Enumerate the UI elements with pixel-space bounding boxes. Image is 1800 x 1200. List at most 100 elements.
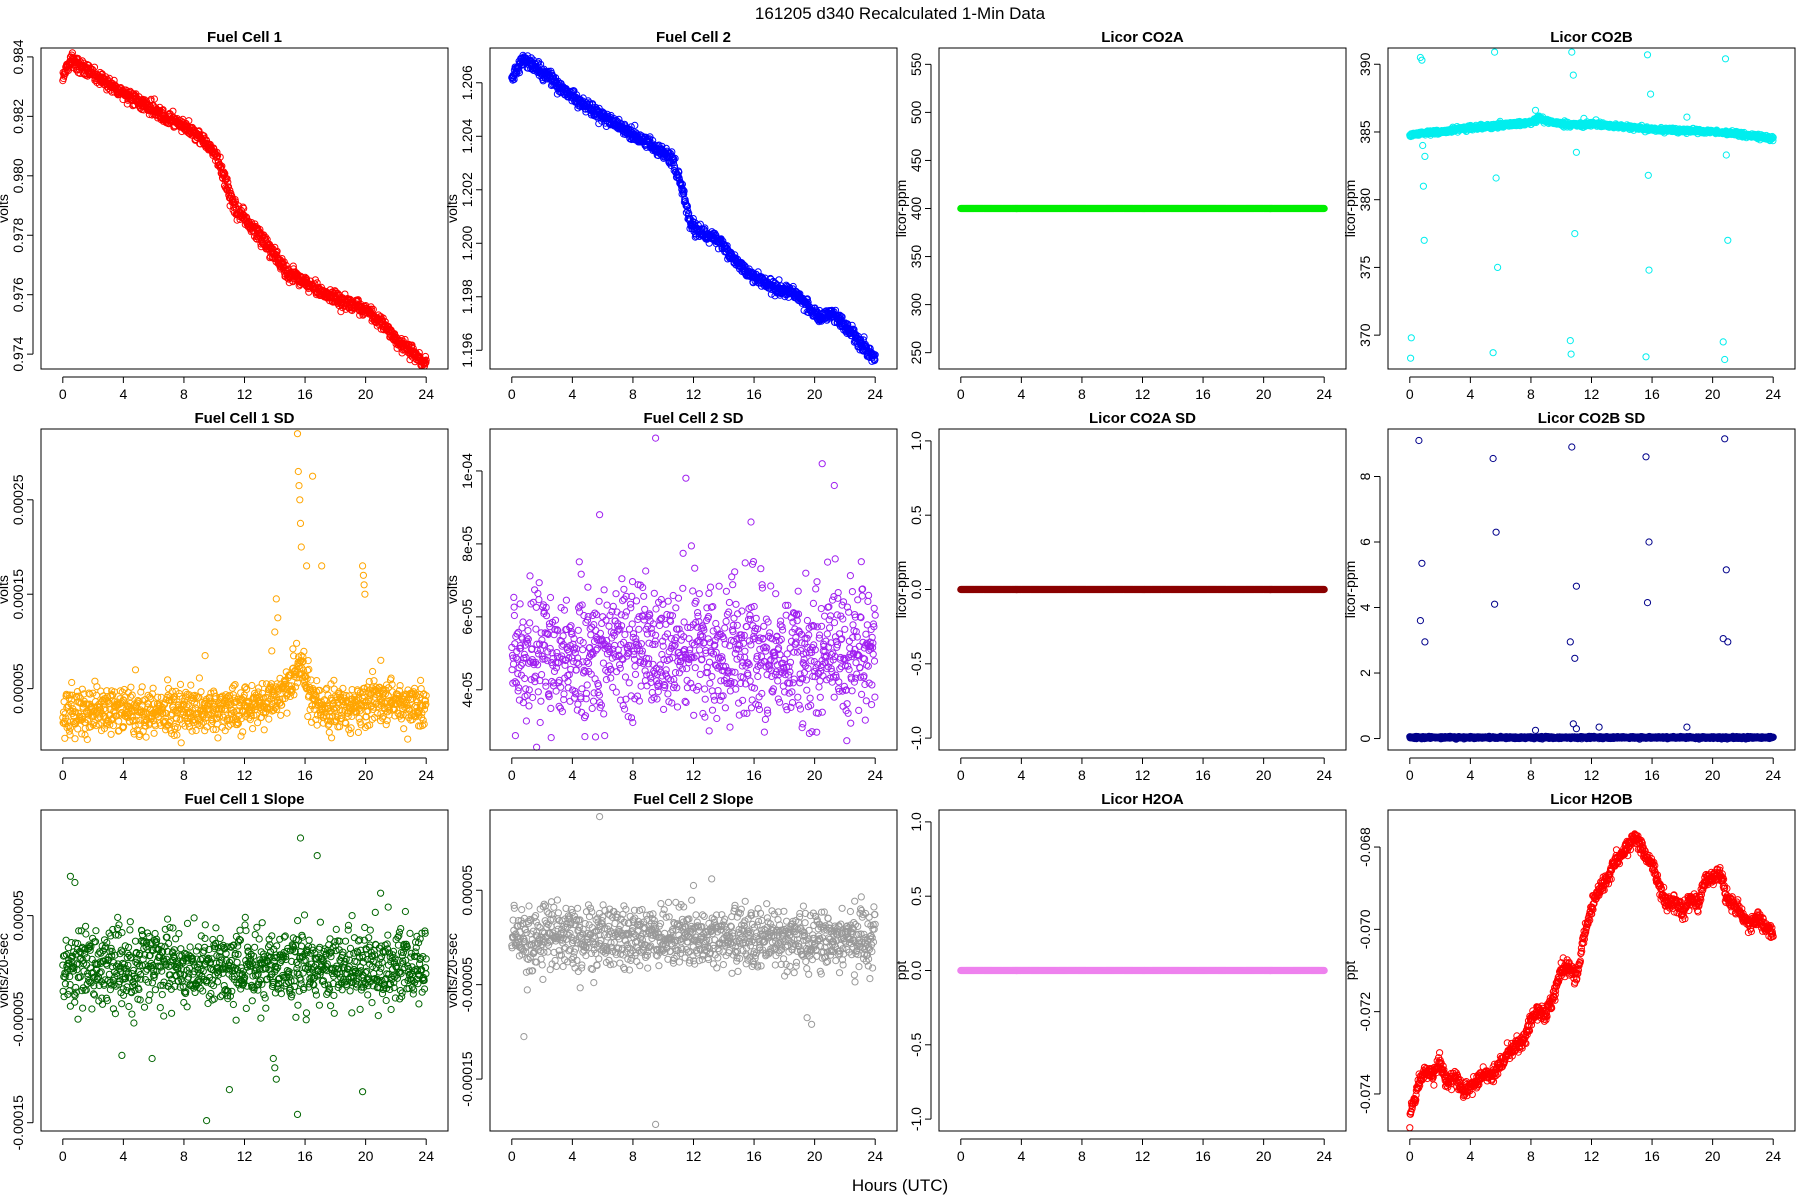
outlier-point [1531,106,1540,114]
data-point [283,709,291,717]
outlier-point [1719,338,1727,346]
data-point [109,722,118,730]
data-point [246,716,254,724]
y-axis-label: licor-ppm [1342,180,1358,238]
data-point [248,681,256,690]
x-tick-label: 20 [807,386,823,402]
outlier-point [1642,353,1650,361]
outlier-point [1722,151,1730,159]
y-tick-label: 0.984 [10,39,26,74]
panel-title: Licor CO2B [1550,29,1633,46]
data-point [216,153,224,161]
outlier-point [1721,355,1729,364]
data-point [90,63,99,71]
panel-0-frame [40,47,449,370]
y-tick-label: 450 [908,149,924,173]
data-point [71,735,79,743]
data-point [223,175,231,183]
data-point [265,715,273,723]
x-tick-label: 16 [297,386,313,402]
outlier-point [1407,354,1415,362]
outlier-point [1643,51,1652,59]
x-tick-label: 16 [1195,386,1211,402]
panel-3-frame [1387,47,1796,370]
data-point [164,676,172,684]
y-tick-label: 1.206 [459,65,475,100]
x-tick-label: 0 [957,386,965,402]
panel-0-points [59,49,430,370]
outlier-point [1571,230,1579,238]
data-point [185,117,193,125]
y-tick-label: 0.976 [10,277,26,312]
x-tick-label: 24 [418,386,434,402]
y-tick-label: 400 [908,197,924,221]
outlier-point [1724,236,1732,244]
outlier-point [1407,334,1415,342]
data-point [213,148,221,156]
data-point [289,645,297,653]
outlier-point [1566,337,1574,345]
x-tick-label: 4 [568,386,576,402]
data-point [68,678,76,687]
panel-grid: Fuel Cell 1 0 4 8 12 16 20 24 0.974 0.976 0.978 0.9… [0,29,1796,1164]
panel-2-points [957,204,1328,213]
y-tick-label: 350 [908,245,924,269]
data-point [187,681,195,689]
x-tick-label: 8 [180,386,188,402]
y-axis-label: licor-ppm [893,180,909,238]
outlier-point [1683,113,1691,121]
x-tick-label: 8 [1078,386,1086,402]
outlier-point [1489,349,1497,357]
x-tick-label: 20 [358,386,374,402]
panel-1: Fuel Cell 20 4 8 12 16 20 241.1961.1981.2001.2… [444,29,898,402]
outlier-point [1644,171,1652,179]
y-tick-label: 1.204 [459,119,475,154]
data-point [214,734,222,742]
y-tick-label: 370 [1357,323,1373,347]
outlier-point [1647,90,1655,98]
y-tick-label: 300 [908,293,924,317]
data-point [142,733,150,741]
y-axis-label: volts [444,194,460,223]
y-tick-label: 250 [908,341,924,365]
x-tick-label: 24 [1316,386,1332,402]
outlier-point [1568,48,1576,56]
panel-1-points [508,51,879,365]
outlier-point [1569,71,1577,79]
data-point [260,726,268,734]
panel-title: Licor CO2A [1101,29,1184,46]
x-tick-label: 8 [629,386,637,402]
y-tick-label: 1.196 [459,333,475,368]
outlier-point [1491,48,1499,56]
data-point [107,730,115,738]
outlier-point [1572,148,1581,156]
data-point [195,674,203,682]
x-tick-label: 20 [1705,386,1721,402]
panel-title: Fuel Cell 1 [207,29,282,46]
y-tick-label: 0.980 [10,158,26,193]
y-tick-label: 0.978 [10,218,26,253]
x-tick-label: 4 [1466,386,1474,402]
data-point [115,717,123,725]
y-tick-label: 0.974 [10,336,26,371]
outlier-point [1494,263,1502,271]
x-tick-label: 24 [1765,386,1781,402]
y-tick-label: 380 [1357,188,1373,212]
data-point [631,121,639,130]
x-tick-label: 4 [1017,386,1025,402]
x-tick-label: 12 [686,386,702,402]
x-tick-label: 12 [1135,386,1151,402]
outlier-point [1421,152,1429,160]
x-tick-label: 24 [867,386,883,402]
outlier-point [1645,266,1653,274]
data-point [150,95,158,103]
x-tick-label: 12 [1584,386,1600,402]
figure-title: 161205 d340 Recalculated 1-Min Data [755,4,1046,23]
x-tick-label: 16 [1644,386,1660,402]
data-point [176,680,185,689]
y-tick-label: 1.200 [459,226,475,261]
x-tick-label: 16 [746,386,762,402]
data-point [249,725,257,733]
data-point [177,739,185,747]
